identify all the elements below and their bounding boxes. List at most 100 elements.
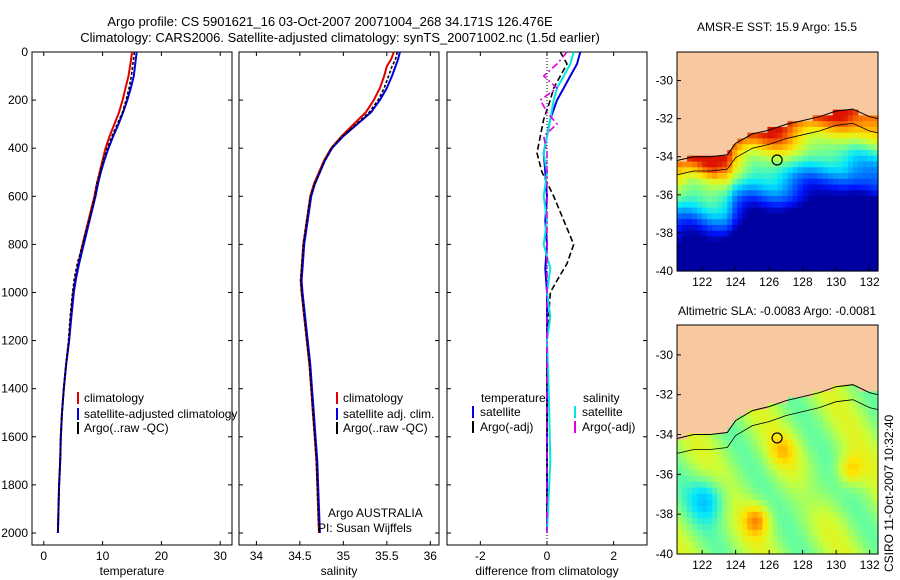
- map-cell: [837, 115, 844, 122]
- map-cell: [712, 529, 718, 537]
- map-cell: [837, 487, 844, 495]
- map-cell: [862, 132, 869, 140]
- map-cell: [712, 207, 718, 214]
- map-cell: [792, 265, 799, 272]
- map-cell: [732, 253, 738, 261]
- map-cell: [732, 439, 738, 447]
- map-cell: [792, 523, 799, 531]
- map-cell: [832, 155, 839, 163]
- map-cell: [797, 433, 804, 441]
- map-cell: [792, 144, 799, 151]
- map-cell: [782, 469, 789, 477]
- map-cell: [792, 463, 799, 471]
- map-cell: [737, 173, 743, 180]
- map-cell: [682, 236, 688, 243]
- map-cell: [687, 155, 693, 163]
- map-cell: [852, 167, 859, 174]
- map-cell: [687, 487, 693, 495]
- map-cell: [807, 138, 814, 145]
- map-cell: [742, 457, 748, 465]
- map-cell: [732, 161, 738, 168]
- map-cell: [832, 481, 839, 489]
- map-cell: [722, 230, 728, 238]
- map-cell: [847, 505, 854, 513]
- map-cell: [822, 207, 829, 214]
- map-cell: [712, 535, 718, 543]
- map-cell: [727, 213, 733, 220]
- map-cell: [822, 265, 829, 272]
- map-cell: [852, 535, 859, 543]
- map-cell: [772, 523, 779, 531]
- map-cell: [707, 457, 713, 465]
- map-cell: [827, 230, 834, 238]
- map-cell: [747, 475, 753, 483]
- map-cell: [772, 505, 779, 513]
- map-cell: [707, 517, 713, 525]
- map-cell: [712, 469, 718, 477]
- x-tick-label: 36: [424, 549, 438, 563]
- map-cell: [797, 535, 804, 543]
- map-cell: [722, 178, 728, 186]
- map-cell: [712, 505, 718, 513]
- legend-temp-argo: Argo(-adj): [480, 420, 533, 434]
- map-cell: [872, 535, 879, 543]
- map-cell: [837, 173, 844, 180]
- map-cell: [722, 463, 728, 471]
- map-cell: [777, 144, 784, 151]
- map-cell: [867, 190, 874, 197]
- map-cell: [817, 126, 824, 134]
- map-cell: [747, 469, 753, 477]
- map-cell: [807, 253, 814, 261]
- map-cell: [677, 481, 683, 489]
- map-cell: [797, 397, 804, 404]
- map-cell: [842, 184, 849, 191]
- map-cell: [692, 236, 698, 243]
- map-cell: [807, 547, 814, 555]
- map-cell: [702, 184, 708, 191]
- map-cell: [857, 541, 864, 549]
- map-cell: [812, 433, 819, 441]
- map-cell: [677, 161, 683, 168]
- map-cell: [682, 201, 688, 209]
- map-cell: [807, 403, 814, 410]
- map-cell: [712, 499, 718, 507]
- map-cell: [702, 529, 708, 537]
- map-cell: [782, 184, 789, 191]
- map-cell: [782, 517, 789, 525]
- map-cell: [722, 173, 728, 180]
- map-cell: [692, 155, 698, 163]
- map-cell: [772, 463, 779, 471]
- map-cell: [842, 439, 849, 447]
- map-cell: [722, 265, 728, 272]
- map-cell: [842, 247, 849, 255]
- map-cell: [737, 242, 743, 249]
- map-cell: [807, 259, 814, 266]
- map-cell: [757, 499, 764, 507]
- map-cell: [807, 511, 814, 519]
- map-cell: [767, 529, 774, 537]
- map-cell: [787, 173, 794, 180]
- map-cell: [822, 505, 829, 513]
- map-cell: [867, 451, 874, 459]
- map-cell: [852, 451, 859, 459]
- map-cell: [792, 427, 799, 435]
- map-cell: [827, 167, 834, 174]
- map-cell: [852, 427, 859, 435]
- map-cell: [847, 219, 854, 226]
- map-cell: [742, 541, 748, 549]
- float-info-line1: Argo AUSTRALIA: [328, 506, 423, 520]
- map-cell: [797, 403, 804, 410]
- map-cell: [717, 445, 723, 453]
- map-cell: [842, 385, 849, 392]
- map-cell: [792, 433, 799, 441]
- map-cell: [872, 138, 879, 145]
- map-cell: [777, 439, 784, 447]
- map-cell: [832, 445, 839, 453]
- map-cell: [867, 421, 874, 429]
- map-cell: [777, 259, 784, 266]
- map-cell: [772, 409, 779, 416]
- map-cell: [722, 433, 728, 441]
- map-cell: [677, 493, 683, 501]
- map-cell: [767, 213, 774, 220]
- map-cell: [857, 403, 864, 410]
